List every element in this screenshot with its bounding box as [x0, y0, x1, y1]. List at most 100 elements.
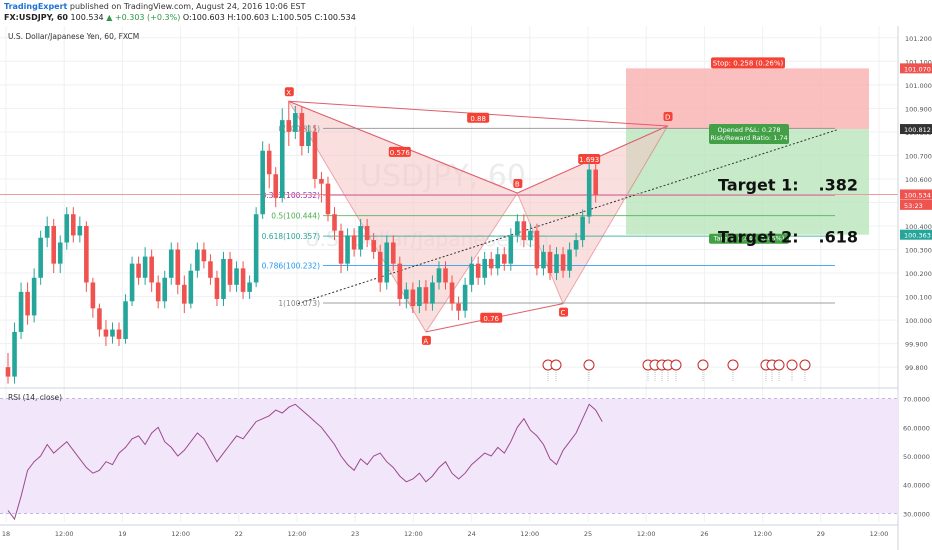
- time-tick-label: 25: [584, 530, 592, 538]
- candle-body: [351, 235, 357, 250]
- target-zone: [626, 129, 869, 235]
- candle-body: [404, 289, 409, 299]
- time-tick-label: 23: [351, 530, 359, 538]
- price-axis-tag-label: 53:23: [904, 202, 923, 210]
- rsi-pane[interactable]: RSI (14, close) 70.0000 60.0000 50.0000 40.0…: [0, 393, 930, 521]
- candle-body: [325, 183, 331, 215]
- candle-body: [234, 268, 239, 285]
- candle-body: [358, 226, 363, 250]
- pattern-point-d[interactable]: [663, 112, 673, 121]
- candle-body: [573, 240, 579, 250]
- economic-event-icon[interactable]: [550, 359, 562, 371]
- candle-body: [306, 131, 311, 146]
- time-tick-label: 12:00: [637, 530, 656, 538]
- time-tick-label: 12:00: [55, 530, 74, 538]
- price-axis-tag: [900, 189, 932, 200]
- economic-event-icon[interactable]: [727, 359, 739, 371]
- price-tick-label: 99.800: [905, 364, 928, 372]
- price-tick-label: 100.000: [905, 317, 932, 325]
- chart-title: U.S. Dollar/Japanese Yen, 60, FXCM: [8, 32, 139, 41]
- rsi-line: [7, 403, 603, 521]
- price-tick-label: 100.300: [905, 247, 932, 255]
- candle-body: [168, 249, 174, 278]
- economic-event-icon[interactable]: [583, 359, 595, 371]
- candle-body: [586, 169, 592, 217]
- price-chart[interactable]: USDJPY, 60U.S. Dollar/Japanese Yen XABCD…: [0, 26, 932, 550]
- candle-body: [240, 268, 246, 292]
- price-axis[interactable]: 101.200101.100101.000100.900100.800100.7…: [897, 26, 932, 550]
- time-tick-label: 19: [118, 530, 126, 538]
- candle-body: [273, 174, 279, 198]
- economic-event-icon[interactable]: [697, 359, 709, 371]
- time-tick-label: 22: [235, 530, 243, 538]
- candle-body: [44, 226, 50, 238]
- time-axis[interactable]: 18 12:00 19 12:00 22 12:00 23 12:00 24 12:00 25 12:…: [0, 524, 898, 538]
- pattern-point-label: B: [515, 181, 520, 189]
- pattern-point-x[interactable]: [284, 87, 294, 97]
- candle-body: [136, 263, 141, 278]
- candle-body: [332, 214, 337, 231]
- pattern-ratio-label: 0.576: [390, 149, 411, 157]
- candle-body: [123, 301, 128, 339]
- candle-body: [364, 226, 370, 241]
- candle-body: [528, 230, 533, 241]
- pattern-ratio-label: 0.88: [470, 115, 486, 123]
- candle-body: [345, 235, 350, 264]
- time-tick-label: 12:00: [404, 530, 423, 538]
- candle-body: [508, 235, 514, 264]
- price-axis-tag: [900, 124, 932, 135]
- pattern-point-label: X: [286, 89, 291, 97]
- price-tick-label: 100.100: [905, 294, 932, 302]
- rsi-tick-label: 70.0000: [903, 396, 930, 404]
- stop-tag: [711, 57, 785, 69]
- time-tick-label: 29: [817, 530, 825, 538]
- candle-body: [129, 263, 135, 302]
- candle-body: [175, 249, 181, 285]
- economic-event-icon[interactable]: [786, 359, 798, 371]
- economic-event-icon[interactable]: [799, 359, 811, 371]
- target-label: Target: 0.449 (0.45%): [713, 235, 785, 243]
- symbol-label: FX:USDJPY, 60: [4, 13, 68, 22]
- economic-event-icon[interactable]: [670, 359, 682, 371]
- candle-body: [279, 120, 285, 198]
- candle-body: [312, 131, 318, 179]
- candle-body: [227, 258, 233, 285]
- fib-label: 0.786(100.232): [262, 262, 320, 271]
- candle-body: [208, 261, 213, 278]
- candle-body: [51, 226, 57, 264]
- price-tick-label: 101.200: [905, 35, 932, 43]
- candle-body: [501, 254, 507, 264]
- candle-body: [149, 256, 154, 283]
- candle-body: [182, 284, 187, 304]
- candle-body: [547, 251, 553, 274]
- candle-body: [443, 268, 448, 283]
- candle-body: [449, 282, 455, 304]
- target-annotation-value: .618: [819, 227, 858, 246]
- time-tick-label: 12:00: [870, 530, 889, 538]
- candle-body: [84, 226, 89, 283]
- candle-body: [521, 221, 527, 241]
- candle-body: [430, 282, 435, 304]
- candle-body: [116, 329, 122, 339]
- candle-body: [195, 249, 200, 271]
- pattern-point-a[interactable]: [421, 335, 431, 345]
- pattern-point-b[interactable]: [513, 179, 523, 189]
- economic-event-icon[interactable]: [773, 359, 785, 371]
- time-tick-label: 12:00: [520, 530, 539, 538]
- candle-body: [554, 254, 559, 274]
- price-tick-label: 100.400: [905, 223, 932, 231]
- pattern-point-c[interactable]: [559, 307, 569, 317]
- candles: [5, 101, 598, 384]
- target-tag: [709, 233, 789, 244]
- pnl-tag: [709, 124, 789, 145]
- publisher-name[interactable]: TradingExpert: [4, 2, 68, 11]
- candle-body: [475, 263, 481, 278]
- candle-body: [488, 258, 494, 269]
- pattern-point-label: C: [561, 309, 566, 317]
- up-arrow-icon: ▲: [106, 13, 113, 22]
- price-tick-label: 100.200: [905, 270, 932, 278]
- rsi-title: RSI (14, close): [8, 393, 62, 402]
- pattern-ratio-tag: [578, 153, 601, 164]
- price-tick-label: 101.100: [905, 58, 932, 66]
- position-zones: [626, 68, 869, 235]
